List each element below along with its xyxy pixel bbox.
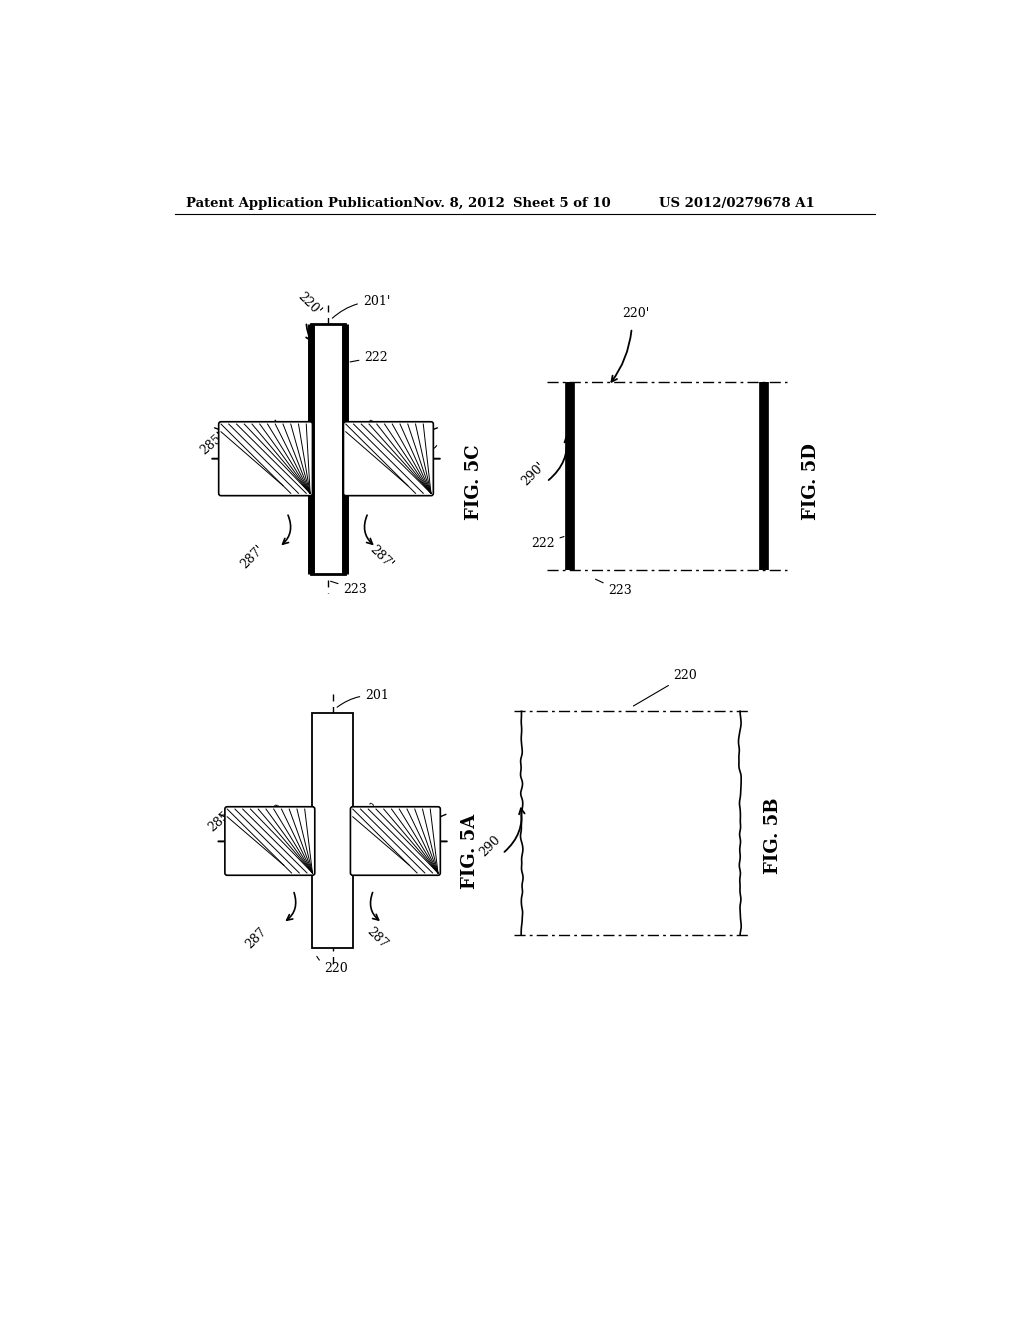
Text: 287: 287: [243, 924, 268, 950]
Bar: [312, 713, 352, 948]
Text: 222: 222: [350, 351, 388, 363]
Text: 201: 201: [337, 689, 389, 708]
Text: 287': 287': [238, 543, 266, 572]
Text: FIG. 5C: FIG. 5C: [465, 444, 483, 520]
Text: 220': 220': [295, 290, 324, 318]
Text: 222: 222: [531, 536, 564, 550]
Text: 220: 220: [634, 669, 697, 706]
Text: FIG. 5A: FIG. 5A: [461, 813, 479, 890]
Text: 285: 285: [409, 809, 435, 834]
Text: 285': 285': [198, 429, 227, 457]
Text: 223: 223: [596, 579, 632, 598]
Text: 220': 220': [623, 308, 649, 321]
Text: 280: 280: [360, 801, 387, 828]
Text: Patent Application Publication: Patent Application Publication: [186, 197, 413, 210]
Text: 220: 220: [316, 956, 348, 974]
Text: 290': 290': [519, 459, 548, 488]
Text: 223: 223: [331, 581, 368, 595]
FancyBboxPatch shape: [225, 807, 314, 875]
Text: Sheet 5 of 10: Sheet 5 of 10: [513, 197, 610, 210]
Text: Nov. 8, 2012: Nov. 8, 2012: [414, 197, 505, 210]
Text: 280': 280': [360, 418, 390, 446]
Text: FIG. 5B: FIG. 5B: [764, 797, 781, 874]
FancyBboxPatch shape: [219, 422, 312, 496]
Text: FIG. 5D: FIG. 5D: [802, 444, 820, 520]
Text: 280': 280': [256, 418, 286, 446]
Text: 280: 280: [260, 801, 287, 828]
Text: 287: 287: [365, 924, 390, 950]
Text: US 2012/0279678 A1: US 2012/0279678 A1: [658, 197, 815, 210]
Text: 290: 290: [477, 833, 503, 859]
Text: 285: 285: [206, 809, 232, 834]
FancyBboxPatch shape: [350, 807, 440, 875]
FancyBboxPatch shape: [343, 422, 433, 496]
Text: 287': 287': [367, 543, 395, 572]
Text: 201': 201': [333, 294, 390, 318]
Text: 285': 285': [409, 429, 438, 457]
